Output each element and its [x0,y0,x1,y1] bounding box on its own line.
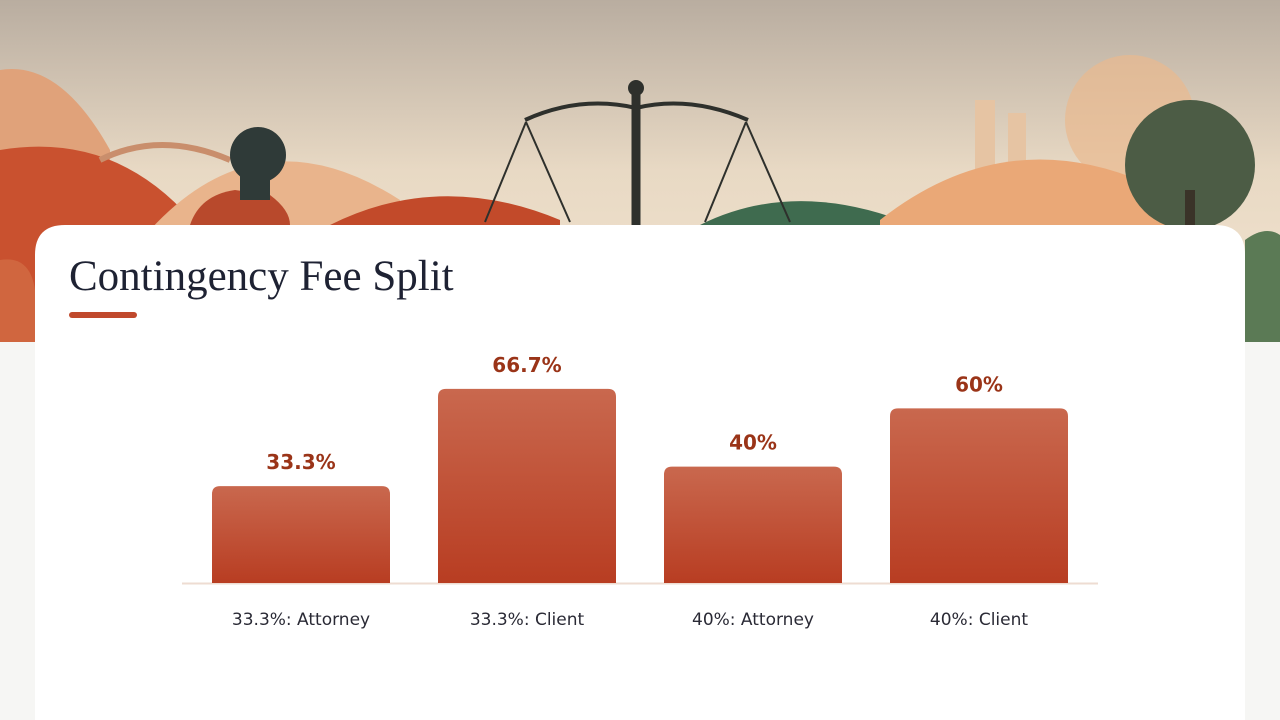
chart-title: Contingency Fee Split [69,253,454,300]
value-label: 66.7% [492,353,561,377]
bar [664,466,842,583]
value-label: 40% [729,431,777,455]
x-tick-label: 33.3%: Attorney [232,610,370,630]
value-label: 33.3% [266,450,335,474]
title-underline [69,312,137,318]
bar [212,486,390,583]
bar [890,408,1068,583]
x-tick-label: 33.3%: Client [470,610,585,630]
value-label: 60% [955,372,1003,396]
x-tick-label: 40%: Client [930,610,1028,630]
card [35,225,1245,720]
bar [438,388,616,583]
x-tick-label: 40%: Attorney [692,610,814,630]
